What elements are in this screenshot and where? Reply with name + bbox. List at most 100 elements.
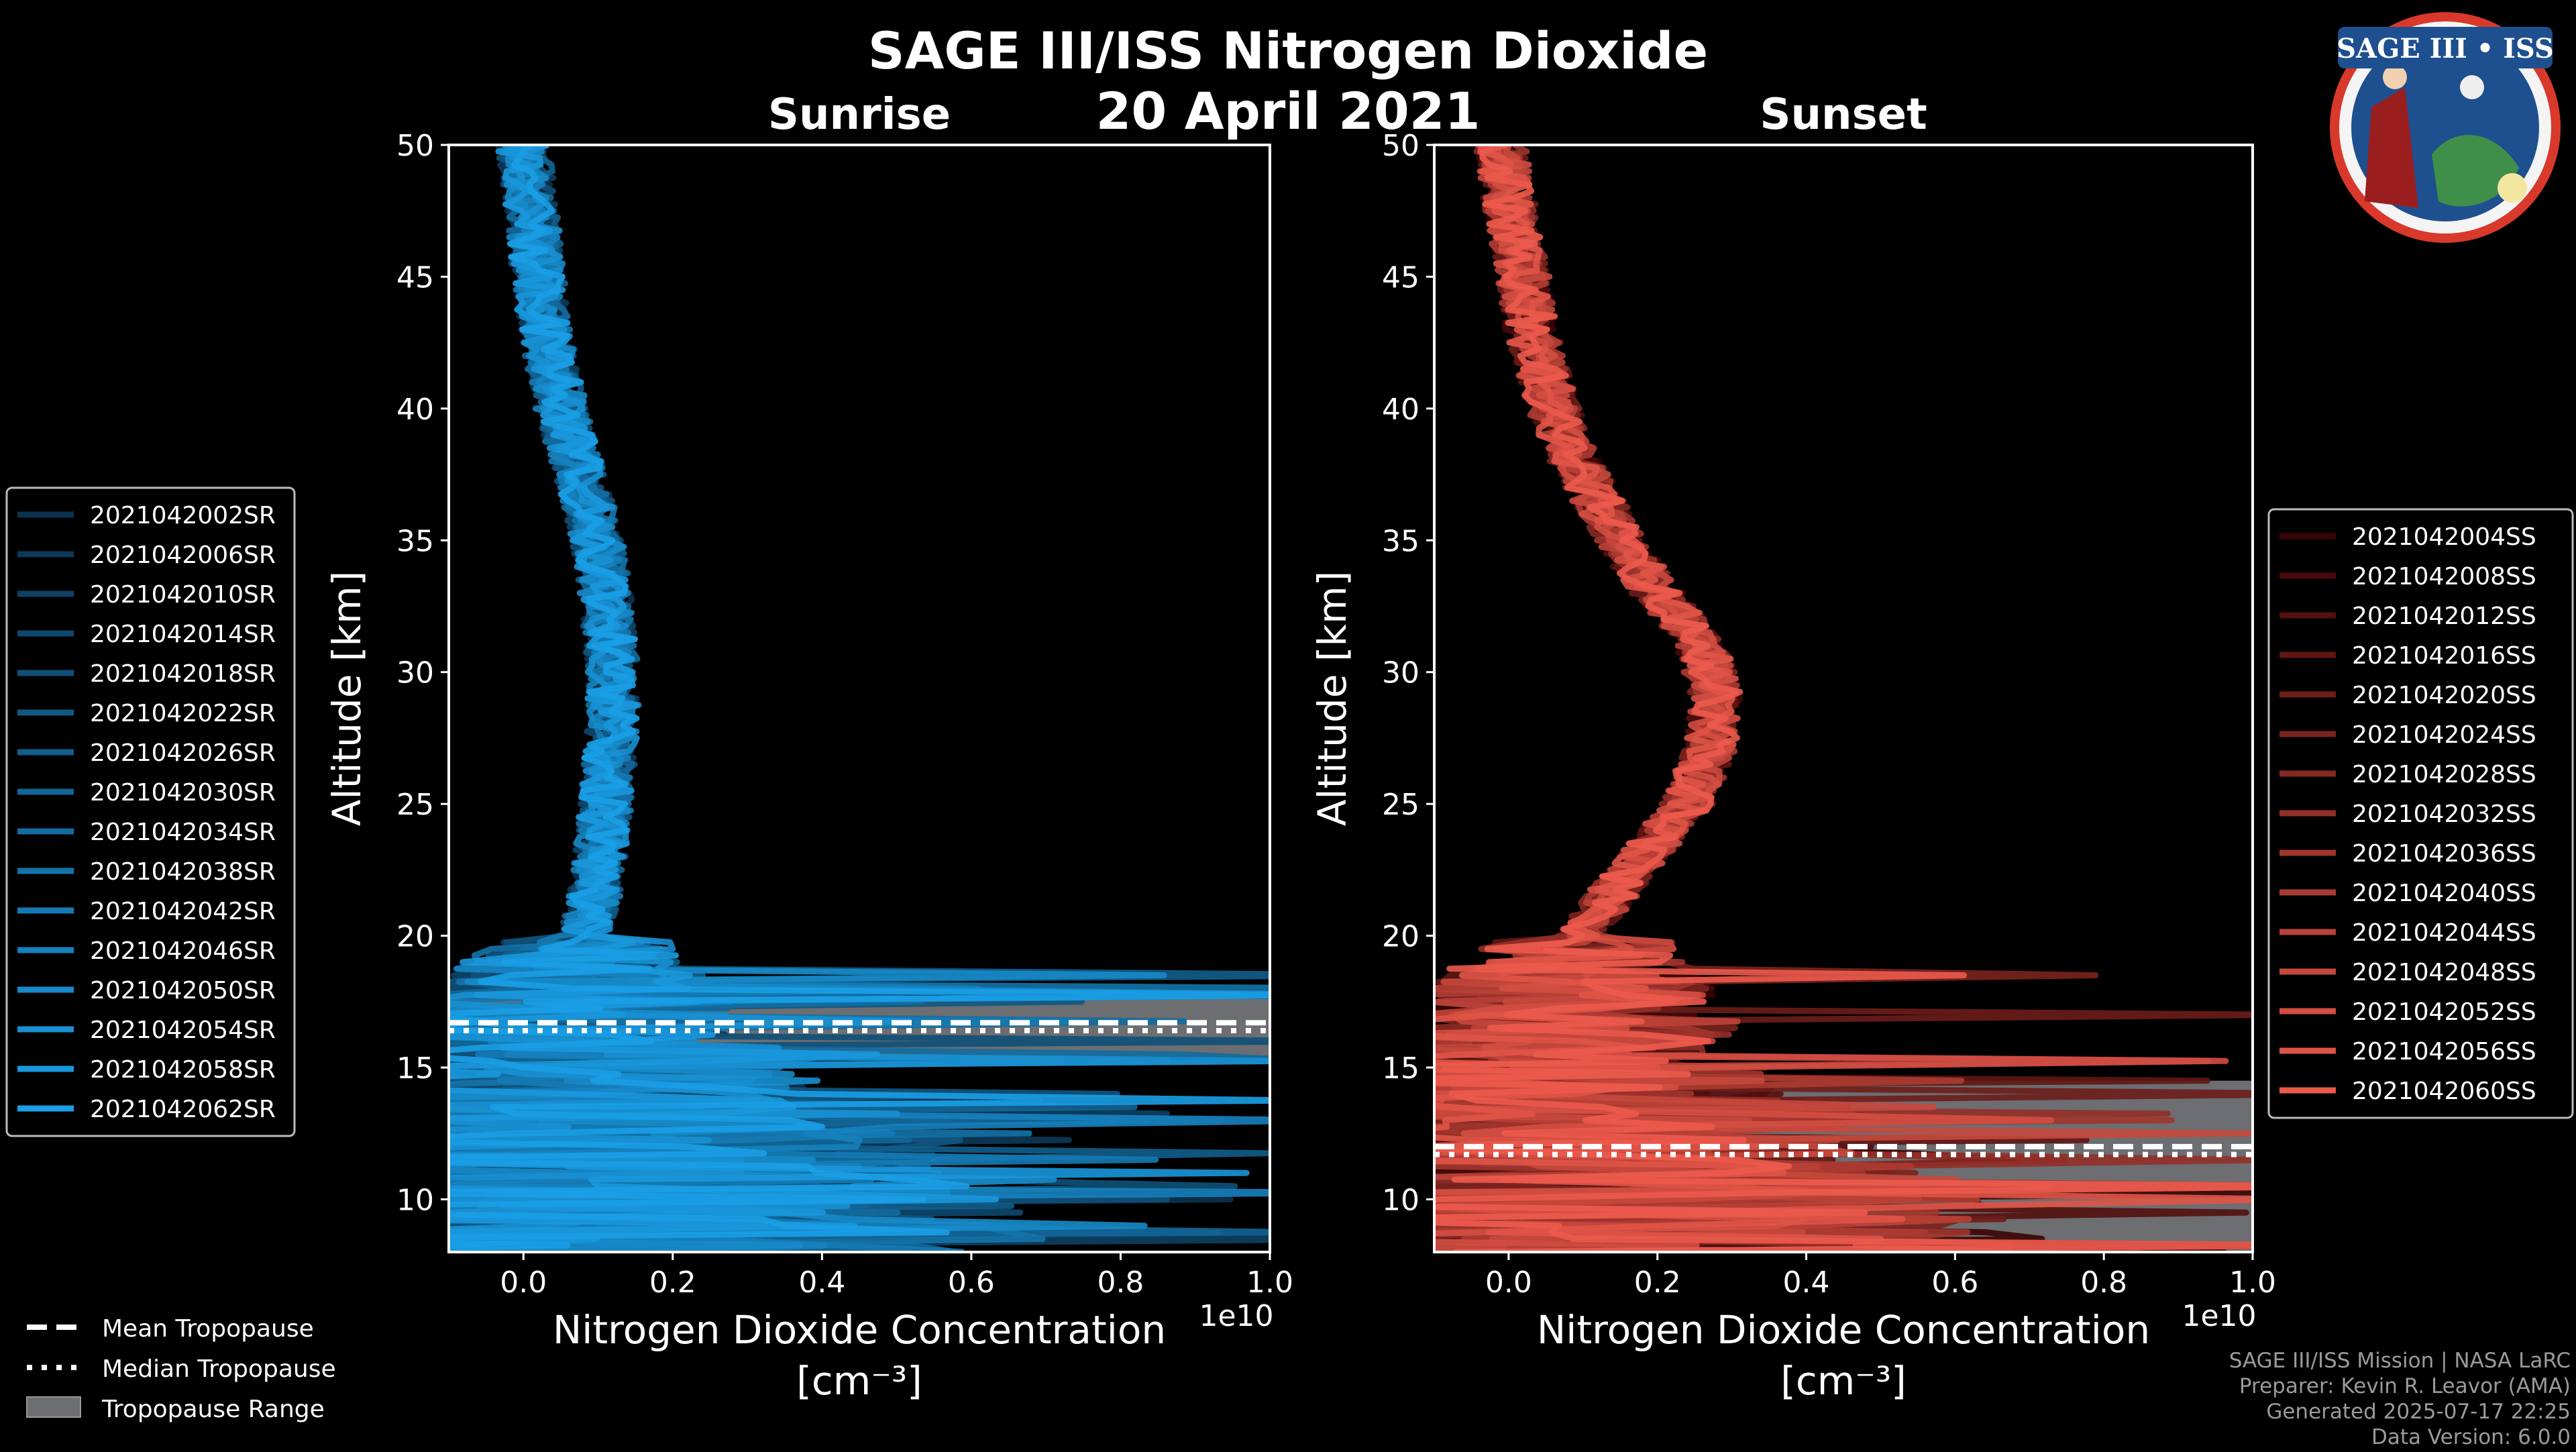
- sunset-panel: 0.0 0.2 0.4 0.6 0.8 1.0 10 15 20 25 30 35 40 45 50 1e10…: [1309, 90, 2276, 1404]
- legend-label: 2021042036SS: [2352, 840, 2536, 868]
- y-tick-label: 50: [1382, 129, 1419, 163]
- median-tropopause-label: Median Tropopause: [102, 1355, 336, 1383]
- footer-line: Preparer: Kevin R. Leavor (AMA): [2239, 1374, 2571, 1398]
- plot-area: [449, 145, 1270, 1252]
- legend-frame: [2267, 508, 2574, 1119]
- x-tick-label: 0.6: [1931, 1265, 1978, 1300]
- y-tick-label: 20: [396, 920, 434, 954]
- x-tick-label: 0.8: [2080, 1265, 2127, 1300]
- x-tick-label: 0.8: [1097, 1265, 1144, 1300]
- x-scale-label: 1e10: [1199, 1299, 1273, 1333]
- legend-label: 2021042004SS: [2352, 523, 2536, 551]
- legend-label: 2021042044SS: [2352, 919, 2536, 947]
- legend-label: 2021042030SR: [90, 779, 276, 807]
- legend-label: 2021042008SS: [2352, 563, 2536, 590]
- legend-label: 2021042002SR: [90, 502, 276, 529]
- plot-area: [1434, 145, 2253, 1252]
- axes-frame: [1433, 144, 2254, 1253]
- y-tick-label: 20: [1382, 920, 1419, 954]
- y-tick-label: 10: [1382, 1183, 1419, 1217]
- legend-label: 2021042060SS: [2352, 1078, 2536, 1105]
- footer-line: Data Version: 6.0.0: [2371, 1425, 2571, 1449]
- profile-line-2021042038SR: [449, 145, 1270, 1252]
- legend-label: 2021042028SS: [2352, 761, 2536, 788]
- mean-tropopause-label: Mean Tropopause: [102, 1315, 314, 1343]
- x-tick-label: 1.0: [2229, 1265, 2276, 1300]
- panel-title: Sunrise: [768, 90, 951, 140]
- y-tick-label: 30: [1382, 656, 1419, 690]
- x-axis-label: Nitrogen Dioxide Concentration: [553, 1307, 1166, 1353]
- y-tick-label: 35: [396, 524, 434, 558]
- y-tick-label: 30: [396, 656, 434, 690]
- x-axis-label: Nitrogen Dioxide Concentration: [1537, 1307, 2150, 1353]
- legend-label: 2021042022SR: [90, 700, 276, 727]
- legend-label: 2021042026SR: [90, 739, 276, 767]
- legend-label: 2021042006SR: [90, 541, 276, 569]
- sunset-legend: 2021042004SS 2021042008SS 2021042012SS 2021…: [2267, 508, 2574, 1119]
- profile-line-2021042060SS: [1434, 145, 2253, 1252]
- x-tick-label: 0.0: [1485, 1265, 1532, 1300]
- legend-label: 2021042056SS: [2352, 1038, 2536, 1066]
- y-axis-label: Altitude [km]: [324, 571, 370, 826]
- y-tick-label: 25: [396, 788, 434, 822]
- legend-label: 2021042048SS: [2352, 959, 2536, 986]
- legend-frame: [5, 486, 296, 1137]
- sunrise-panel: 0.0 0.2 0.4 0.6 0.8 1.0 10 15 20 25 30 35 40 45 50 1e10…: [324, 90, 1293, 1404]
- logo-text: SAGE III • ISS: [2337, 33, 2554, 64]
- panel-title: Sunset: [1760, 90, 1927, 140]
- x-tick-label: 1.0: [1246, 1265, 1293, 1300]
- profile-line-2021042062SR: [449, 145, 1270, 1251]
- y-tick-label: 45: [1382, 260, 1419, 295]
- figure-title: SAGE III/ISS Nitrogen Dioxide: [868, 21, 1708, 81]
- y-tick-label: 40: [1382, 393, 1419, 427]
- legend-label: 2021042054SR: [90, 1017, 276, 1044]
- profile-line-2021042056SS: [1434, 145, 2253, 1252]
- y-tick-label: 40: [396, 393, 434, 427]
- x-tick-label: 0.4: [1783, 1265, 1830, 1300]
- footer: SAGE III/ISS Mission | NASA LaRC Prepare…: [2229, 1349, 2571, 1449]
- figure-date: 20 April 2021: [1095, 81, 1480, 141]
- tropopause-legend: Mean Tropopause Median Tropopause Tropop…: [26, 1315, 336, 1423]
- x-tick-label: 0.0: [500, 1265, 547, 1300]
- legend-label: 2021042042SR: [90, 898, 276, 925]
- legend-label: 2021042038SR: [90, 858, 276, 886]
- x-axis-unit: [cm⁻³]: [796, 1358, 922, 1404]
- sage-iii-iss-logo: SAGE III • ISS: [2330, 12, 2561, 243]
- y-tick-label: 50: [396, 129, 434, 163]
- legend-label: 2021042016SS: [2352, 642, 2536, 670]
- legend-label: 2021042052SS: [2352, 998, 2536, 1026]
- legend-label: 2021042032SS: [2352, 800, 2536, 828]
- tropopause-range-label: Tropopause Range: [101, 1396, 325, 1423]
- x-axis-unit: [cm⁻³]: [1780, 1358, 1907, 1404]
- y-axis-label: Altitude [km]: [1309, 571, 1355, 826]
- y-tick-label: 45: [396, 260, 434, 295]
- y-tick-label: 35: [1382, 524, 1419, 558]
- footer-line: Generated 2025-07-17 22:25: [2266, 1400, 2571, 1424]
- legend-label: 2021042024SS: [2352, 721, 2536, 749]
- legend-label: 2021042062SR: [90, 1096, 276, 1123]
- legend-label: 2021042014SR: [90, 621, 276, 648]
- x-tick-label: 0.2: [649, 1265, 696, 1300]
- x-tick-label: 0.6: [948, 1265, 995, 1300]
- legend-label: 2021042020SS: [2352, 682, 2536, 709]
- legend-label: 2021042012SS: [2352, 603, 2536, 630]
- x-scale-label: 1e10: [2182, 1299, 2256, 1333]
- x-tick-label: 0.4: [798, 1265, 845, 1300]
- legend-label: 2021042058SR: [90, 1056, 276, 1084]
- x-tick-label: 0.2: [1634, 1265, 1681, 1300]
- footer-line: SAGE III/ISS Mission | NASA LaRC: [2229, 1349, 2571, 1373]
- legend-label: 2021042040SS: [2352, 880, 2536, 907]
- axes-frame: [447, 144, 1271, 1253]
- legend-label: 2021042034SR: [90, 819, 276, 846]
- y-tick-label: 15: [396, 1051, 434, 1086]
- legend-label: 2021042010SR: [90, 581, 276, 609]
- legend-label: 2021042050SR: [90, 977, 276, 1004]
- legend-label: 2021042018SR: [90, 660, 276, 688]
- sunrise-legend: 2021042002SR 2021042006SR 2021042010SR 2021…: [5, 486, 296, 1137]
- y-tick-label: 10: [396, 1183, 434, 1217]
- legend-label: 2021042046SR: [90, 937, 276, 965]
- y-tick-label: 25: [1382, 788, 1419, 822]
- y-tick-label: 15: [1382, 1051, 1419, 1086]
- tropopause-range-swatch: [26, 1396, 81, 1418]
